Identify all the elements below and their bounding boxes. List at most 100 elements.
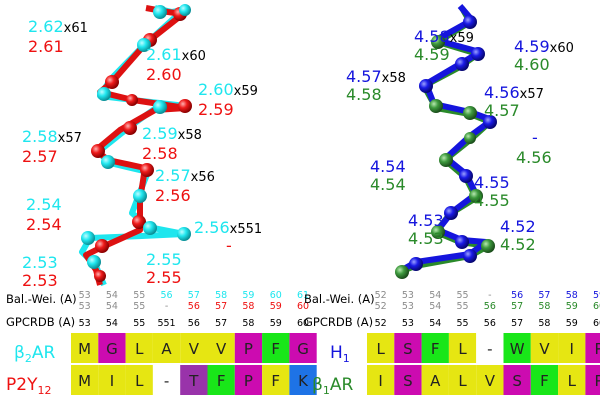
svg-text:2.53: 2.53 (22, 271, 58, 290)
svg-text:4.58x59: 4.58x59 (414, 27, 474, 46)
svg-text:2.56: 2.56 (155, 186, 191, 205)
alignment-cell (585, 333, 600, 363)
svg-text:2.61x60: 2.61x60 (146, 45, 206, 64)
balwei-bottom-tick: 59 (270, 301, 282, 312)
right-gpcrdb-label: GPCRDB (A) (304, 315, 373, 329)
alignment-cell (530, 333, 559, 363)
label-bottom: 2.61 (28, 37, 64, 56)
svg-text:-: - (532, 128, 538, 147)
svg-text:2.59: 2.59 (198, 100, 234, 119)
row-name-beta2ar: β2AR (14, 343, 55, 365)
balwei-top-tick: 54 (429, 290, 441, 301)
residue-letter: V (485, 372, 496, 390)
alignment-cell (421, 333, 449, 363)
alignment-cell (367, 333, 395, 363)
residue-letter: P (595, 372, 600, 390)
gpcrdb-tick: 53 (402, 318, 414, 329)
left-residue-labels: 2.62x61 2.61 2.61x60 2.60 2.60x59 2.59 2… (22, 17, 262, 290)
alignment-cell (476, 365, 504, 395)
balwei-bottom-tick: 56 (188, 301, 200, 312)
residue-letter: F (271, 372, 280, 390)
alignment-cell (180, 365, 208, 395)
balwei-top-tick: 57 (188, 290, 200, 301)
alignment-cell (98, 365, 126, 395)
left-atoms (81, 4, 192, 282)
svg-text:2.54: 2.54 (26, 215, 62, 234)
left-alignment-table: Bal.-Wei. (A) GPCRDB (A) 53 54 55 56 57 58 59 6… (6, 290, 317, 397)
svg-text:2.55: 2.55 (146, 268, 182, 287)
alignment-cell (125, 333, 153, 363)
residue-letter: L (135, 372, 144, 390)
row-name-h1: H1 (330, 343, 350, 365)
svg-text:2.54: 2.54 (26, 195, 62, 214)
row-name-p2y12: P2Y12 (6, 375, 51, 397)
svg-text:4.56x57: 4.56x57 (484, 83, 544, 102)
alignment-cell (421, 365, 449, 395)
gpcrdb-tick: 57 (215, 318, 227, 329)
alignment-cell (530, 365, 559, 395)
alignment-cell (262, 365, 290, 395)
alignment-cell (125, 365, 153, 395)
alignment-cell (585, 365, 600, 395)
balwei-top-tick: 55 (133, 290, 145, 301)
svg-text:2.58x57: 2.58x57 (22, 127, 82, 146)
svg-text:-: - (226, 236, 232, 255)
alignment-cell (71, 365, 99, 395)
gpcrdb-tick: 58 (538, 318, 550, 329)
alignment-cell (234, 365, 263, 395)
residue-letter: I (570, 340, 574, 358)
residue-letter: V (539, 340, 550, 358)
gpcrdb-tick: 53 (79, 318, 91, 329)
alignment-cell (476, 333, 504, 363)
svg-text:2.62x61: 2.62x61 (28, 17, 88, 36)
residue-letter: A (161, 340, 172, 358)
balwei-top-tick: 59 (593, 290, 600, 301)
svg-text:2.60x59: 2.60x59 (198, 80, 258, 99)
residue-letter: G (106, 340, 118, 358)
residue-letter: - (487, 340, 492, 358)
alignment-cell (448, 365, 477, 395)
balwei-top-tick: 57 (538, 290, 550, 301)
residue-letter: M (78, 340, 91, 358)
alignment-cell (558, 333, 586, 363)
right-cells: 52535455-5657585952535455565758596052535… (367, 290, 600, 395)
svg-text:2.55: 2.55 (146, 250, 182, 269)
gpcrdb-tick: 55 (133, 318, 145, 329)
residue-letter: P (244, 372, 253, 390)
balwei-bottom-tick: 57 (511, 301, 523, 312)
balwei-top-tick: 58 (215, 290, 227, 301)
alignment-cell (503, 333, 531, 363)
balwei-bottom-tick: 55 (133, 301, 145, 312)
gpcrdb-tick: 58 (242, 318, 254, 329)
alignment-cell (207, 365, 235, 395)
balwei-bottom-tick: 52 (375, 301, 387, 312)
svg-text:2.58: 2.58 (142, 144, 178, 163)
balwei-top-tick: 60 (270, 290, 282, 301)
residue-letter: V (189, 340, 200, 358)
residue-letter: L (376, 340, 385, 358)
balwei-top-tick: 59 (242, 290, 254, 301)
svg-text:2.57: 2.57 (22, 147, 58, 166)
residue-letter: F (431, 340, 440, 358)
gpcrdb-tick: 55 (457, 318, 469, 329)
svg-text:4.52: 4.52 (500, 235, 536, 254)
alignment-cell (98, 333, 126, 363)
gpcrdb-tick: 59 (270, 318, 282, 329)
svg-text:4.59x60: 4.59x60 (514, 37, 574, 56)
alignment-cell (394, 365, 422, 395)
residue-letter: F (540, 372, 549, 390)
gpcrdb-tick: 56 (188, 318, 200, 329)
residue-letter: A (430, 372, 441, 390)
svg-text:4.55: 4.55 (474, 173, 510, 192)
balwei-bottom-tick: 60 (593, 301, 600, 312)
balwei-bottom-tick: 58 (538, 301, 550, 312)
gpcrdb-tick: 551 (157, 318, 175, 329)
balwei-bottom-tick: 56 (484, 301, 496, 312)
svg-text:4.57: 4.57 (484, 101, 520, 120)
balwei-top-tick: 52 (375, 290, 387, 301)
residue-letter: - (164, 372, 169, 390)
gpcrdb-tick: 60 (297, 318, 309, 329)
balwei-bottom-tick: 57 (215, 301, 227, 312)
